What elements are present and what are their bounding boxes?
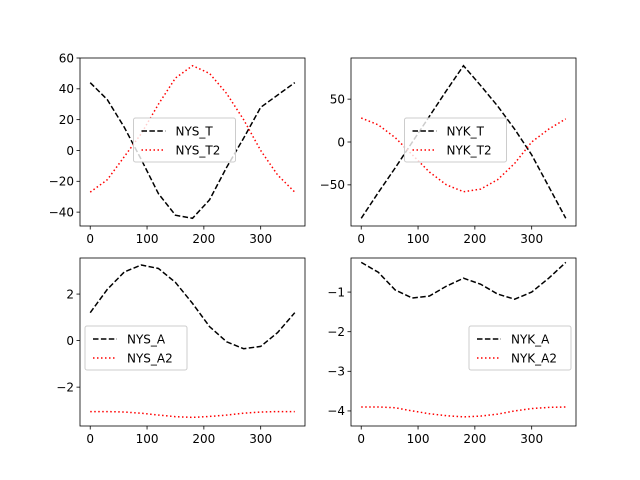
axes-frame	[350, 257, 577, 427]
legend: NYS_A NYS_A2	[84, 325, 188, 371]
x-tick-label: 300	[520, 432, 543, 446]
legend: NYK_T NYK_T2	[404, 117, 507, 163]
legend: NYK_A NYK_A2	[468, 325, 572, 371]
subplot-2: 0 100 200 300 −50 0 50 NYK_T NYK_T2	[320, 57, 577, 246]
y-tick-label: 60	[59, 51, 74, 65]
x-tick-label: 0	[86, 432, 94, 446]
x-tick-label: 100	[136, 432, 159, 446]
subplot-4: 0 100 200 300 −4 −3 −2 −1 NYK_A NYK_A2	[327, 257, 577, 446]
x-tick-label: 0	[357, 232, 365, 246]
x-tick-label: 0	[86, 232, 94, 246]
x-tick-label: 300	[520, 232, 543, 246]
legend-label: NYS_T2	[176, 143, 221, 157]
y-tick-label: −4	[327, 404, 345, 418]
y-tick-label: 50	[330, 92, 345, 106]
legend-box	[404, 117, 507, 163]
legend-label: NYS_A	[127, 332, 166, 346]
y-tick-label: 20	[59, 113, 74, 127]
series-line-nys-a	[89, 264, 296, 350]
legend-box	[84, 325, 188, 371]
x-tick-label: 100	[136, 232, 159, 246]
legend-label: NYS_A2	[127, 351, 173, 365]
axes-frame	[79, 57, 306, 227]
legend-box	[468, 325, 572, 371]
x-tick-label: 200	[463, 232, 486, 246]
x-tick-label: 200	[192, 232, 215, 246]
series-line-nyk-t	[360, 64, 567, 219]
axes-frame	[79, 257, 306, 427]
y-tick-label: 0	[66, 144, 74, 158]
x-tick-label: 100	[407, 432, 430, 446]
y-tick-label: 40	[59, 82, 74, 96]
y-tick-label: −2	[327, 325, 345, 339]
x-tick-label: 100	[407, 232, 430, 246]
legend-label: NYK_A	[511, 332, 550, 346]
y-tick-label: −1	[327, 285, 345, 299]
y-tick-label: −20	[49, 175, 74, 189]
y-tick-label: 0	[66, 334, 74, 348]
x-tick-label: 300	[249, 432, 272, 446]
series-line-nys-t2	[89, 64, 296, 193]
series-line-nys-t	[89, 82, 296, 220]
y-tick-label: −3	[327, 365, 345, 379]
legend-label: NYK_T	[447, 124, 485, 138]
x-tick-label: 200	[192, 432, 215, 446]
legend-label: NYK_A2	[511, 351, 557, 365]
subplot-1: 0 100 200 300 −40 −20 0 20 40 60 NYS_T NYS_T2	[49, 51, 306, 246]
y-tick-label: 2	[66, 287, 74, 301]
y-tick-label: 0	[337, 135, 345, 149]
series-line-nyk-a	[360, 261, 567, 301]
y-tick-label: −2	[56, 380, 74, 394]
legend-label: NYS_T	[176, 124, 214, 138]
x-tick-label: 0	[357, 432, 365, 446]
x-tick-label: 300	[249, 232, 272, 246]
y-tick-label: −50	[320, 178, 345, 192]
subplot-3: 0 100 200 300 −2 0 2 NYS_A NYS_A2	[56, 257, 306, 446]
legend: NYS_T NYS_T2	[133, 117, 236, 163]
x-tick-label: 200	[463, 432, 486, 446]
legend-label: NYK_T2	[447, 143, 492, 157]
y-tick-label: −40	[49, 205, 74, 219]
legend-box	[133, 117, 236, 163]
